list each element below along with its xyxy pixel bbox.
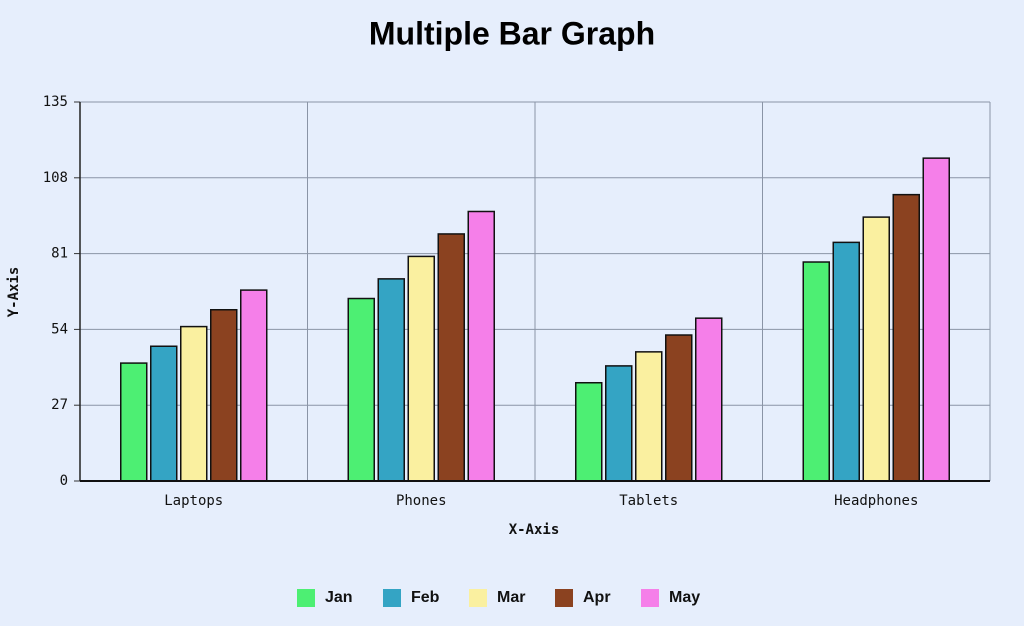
legend-label: Apr (583, 589, 611, 606)
y-tick-label: 27 (51, 397, 68, 413)
y-tick-label: 135 (43, 94, 68, 110)
x-tick-label: Tablets (619, 493, 678, 509)
x-tick-label: Phones (396, 493, 447, 509)
bar (407, 255, 435, 482)
chart-title: Multiple Bar Graph (369, 15, 655, 51)
legend-label: Feb (411, 589, 440, 606)
bar (892, 193, 920, 482)
bar (180, 325, 208, 482)
bar (635, 351, 663, 482)
bar (240, 289, 268, 482)
legend-label: Jan (325, 589, 353, 606)
bar (922, 157, 950, 482)
bar (467, 210, 495, 482)
bar (605, 365, 633, 482)
legend-swatch (469, 589, 487, 607)
bar (377, 278, 405, 482)
bar (665, 334, 693, 482)
y-tick-label: 108 (43, 170, 68, 186)
legend-swatch (383, 589, 401, 607)
bar (695, 317, 723, 482)
bar (437, 233, 465, 482)
y-tick-label: 54 (51, 321, 68, 337)
y-tick-label: 81 (51, 246, 68, 262)
bar (210, 308, 238, 482)
bar (802, 261, 830, 482)
y-tick-label: 0 (60, 473, 68, 489)
bar (150, 345, 178, 482)
x-tick-label: Headphones (834, 493, 918, 509)
y-axis-label: Y-Axis (6, 267, 22, 318)
bar (347, 297, 375, 482)
bar (832, 241, 860, 482)
x-tick-label: Laptops (164, 493, 223, 509)
bar (575, 381, 603, 482)
legend-swatch (555, 589, 573, 607)
legend-label: May (669, 589, 700, 606)
legend-swatch (297, 589, 315, 607)
legend-label: Mar (497, 589, 525, 606)
x-axis-label: X-Axis (509, 522, 560, 538)
bar (862, 216, 890, 482)
legend-swatch (641, 589, 659, 607)
bar (120, 362, 148, 482)
